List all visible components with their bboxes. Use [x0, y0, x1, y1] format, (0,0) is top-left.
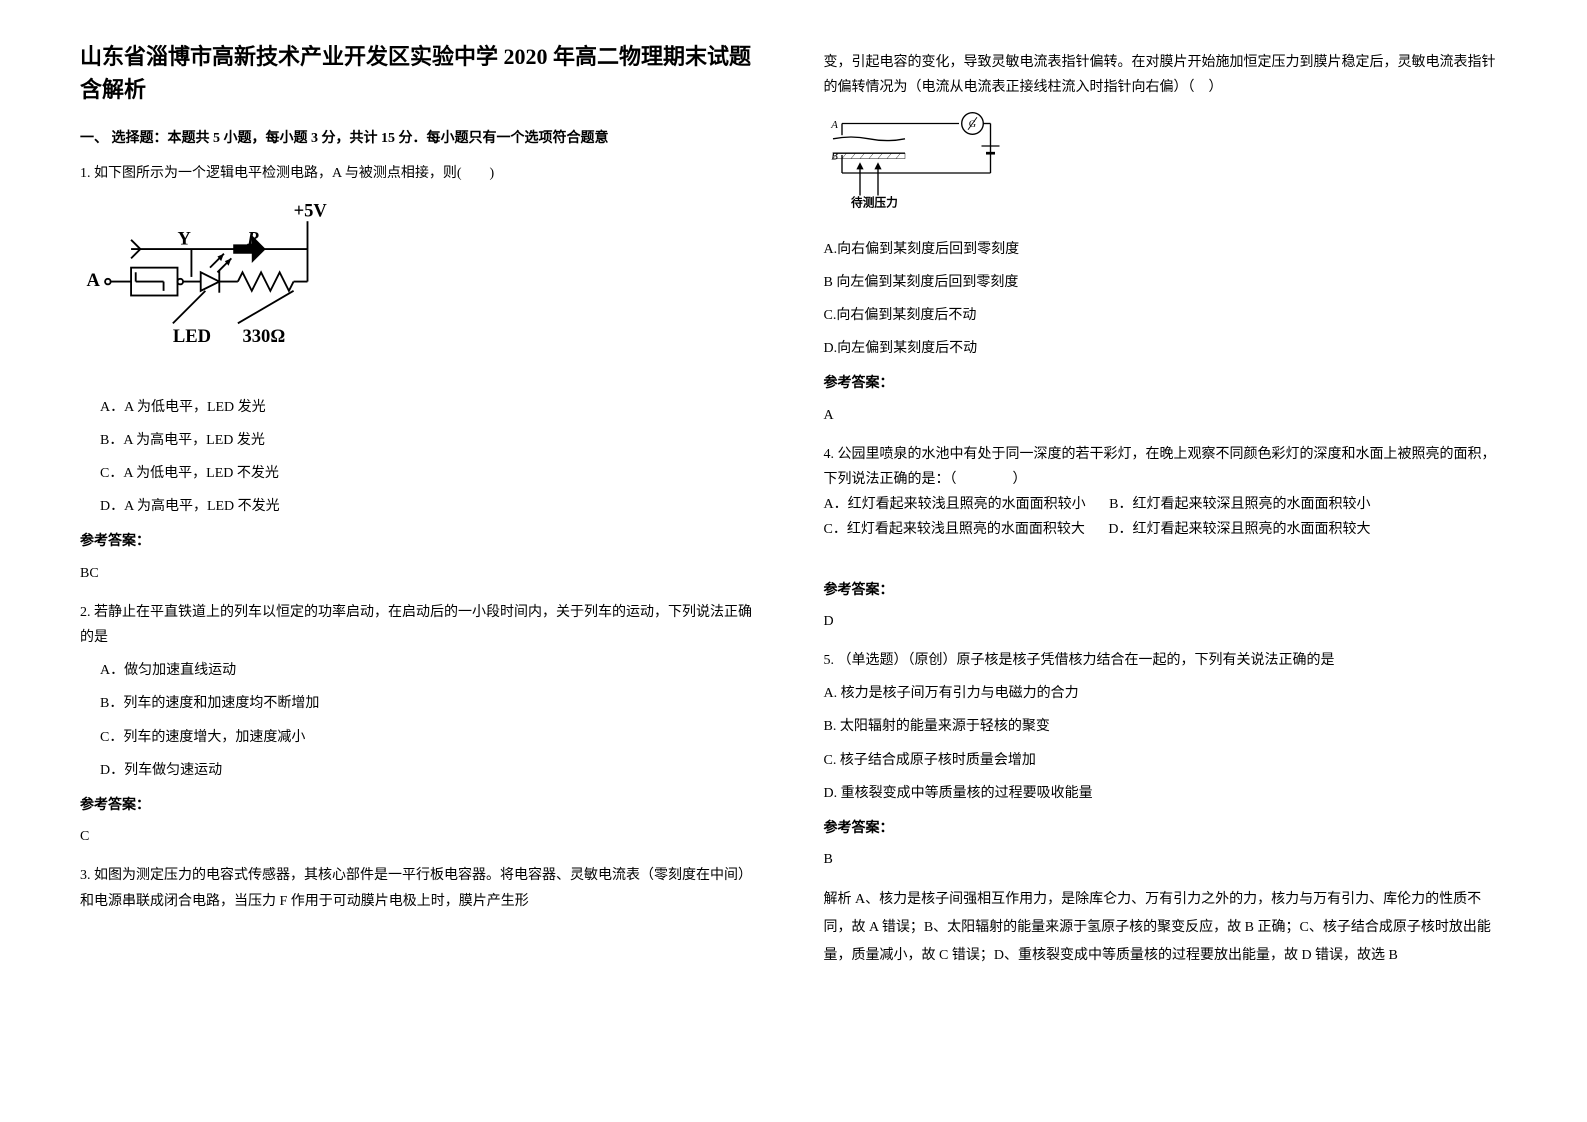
q3-option-d: D.向左偏到某刻度后不动 — [824, 336, 1508, 361]
svg-text:+5V: +5V — [294, 201, 328, 222]
q1-circuit-diagram: +5V Y R A — [80, 198, 340, 365]
svg-text:330Ω: 330Ω — [242, 326, 285, 347]
svg-text:R: R — [246, 229, 259, 250]
q1-option-a: A．A 为低电平，LED 发光 — [100, 395, 764, 420]
q1-answer-label: 参考答案： — [80, 529, 764, 554]
q5-answer: B — [824, 847, 1508, 872]
q3-circuit-diagram: A G B — [824, 110, 1004, 209]
document-title: 山东省淄博市高新技术产业开发区实验中学 2020 年高二物理期末试题含解析 — [80, 40, 764, 106]
q2-option-b: B．列车的速度和加速度均不断增加 — [100, 691, 764, 716]
q2-option-d: D．列车做匀速运动 — [100, 758, 764, 783]
svg-text:A: A — [830, 119, 838, 131]
q2-answer: C — [80, 824, 764, 849]
question-5: 5. （单选题）（原创）原子核是核子凭借核力结合在一起的，下列有关说法正确的是 … — [824, 648, 1508, 970]
q2-answer-label: 参考答案： — [80, 793, 764, 818]
svg-text:LED: LED — [173, 326, 211, 347]
q4-option-d: D．红灯看起来较深且照亮的水面面积较大 — [1108, 517, 1370, 542]
q2-option-c: C．列车的速度增大，加速度减小 — [100, 725, 764, 750]
q5-option-c: C. 核子结合成原子核时质量会增加 — [824, 748, 1508, 773]
q3-option-a: A.向右偏到某刻度后回到零刻度 — [824, 237, 1508, 262]
right-column: 变，引起电容的变化，导致灵敏电流表指针偏转。在对膜片开始施加恒定压力到膜片稳定后… — [824, 40, 1508, 980]
q4-option-a: A．红灯看起来较浅且照亮的水面面积较小 — [824, 492, 1086, 517]
q3-answer: A — [824, 403, 1508, 428]
q5-text: 5. （单选题）（原创）原子核是核子凭借核力结合在一起的，下列有关说法正确的是 — [824, 648, 1508, 673]
question-1: 1. 如下图所示为一个逻辑电平检测电路，A 与被测点相接，则( ) +5V Y … — [80, 161, 764, 586]
q5-explanation: 解析 A、核力是核子间强相互作用力，是除库仑力、万有引力之外的力，核力与万有引力… — [824, 886, 1508, 970]
question-3: 变，引起电容的变化，导致灵敏电流表指针偏转。在对膜片开始施加恒定压力到膜片稳定后… — [824, 50, 1508, 428]
q3-answer-label: 参考答案： — [824, 371, 1508, 396]
section-1-header: 一、 选择题：本题共 5 小题，每小题 3 分，共计 15 分．每小题只有一个选… — [80, 126, 764, 151]
question-2: 2. 若静止在平直铁道上的列车以恒定的功率启动，在启动后的一小段时间内，关于列车… — [80, 600, 764, 850]
q1-option-b: B．A 为高电平，LED 发光 — [100, 428, 764, 453]
q5-option-a: A. 核力是核子间万有引力与电磁力的合力 — [824, 681, 1508, 706]
svg-text:待测压力: 待测压力 — [850, 196, 898, 210]
q3-text-part1: 3. 如图为测定压力的电容式传感器，其核心部件是一平行板电容器。将电容器、灵敏电… — [80, 863, 764, 913]
q1-option-d: D．A 为高电平，LED 不发光 — [100, 494, 764, 519]
q5-option-b: B. 太阳辐射的能量来源于轻核的聚变 — [824, 714, 1508, 739]
q2-text: 2. 若静止在平直铁道上的列车以恒定的功率启动，在启动后的一小段时间内，关于列车… — [80, 600, 764, 650]
q2-option-a: A．做匀加速直线运动 — [100, 658, 764, 683]
q1-option-c: C．A 为低电平，LED 不发光 — [100, 461, 764, 486]
q5-option-d: D. 重核裂变成中等质量核的过程要吸收能量 — [824, 781, 1508, 806]
q4-answer-label: 参考答案： — [824, 578, 1508, 603]
q4-text: 4. 公园里喷泉的水池中有处于同一深度的若干彩灯，在晚上观察不同颜色彩灯的深度和… — [824, 442, 1508, 492]
q4-option-b: B．红灯看起来较深且照亮的水面面积较小 — [1109, 492, 1370, 517]
svg-text:Y: Y — [178, 229, 192, 250]
q5-answer-label: 参考答案： — [824, 816, 1508, 841]
q3-text-part2: 变，引起电容的变化，导致灵敏电流表指针偏转。在对膜片开始施加恒定压力到膜片稳定后… — [824, 50, 1508, 100]
q3-option-c: C.向右偏到某刻度后不动 — [824, 303, 1508, 328]
q4-answer: D — [824, 609, 1508, 634]
q3-option-b: B 向左偏到某刻度后回到零刻度 — [824, 270, 1508, 295]
left-column: 山东省淄博市高新技术产业开发区实验中学 2020 年高二物理期末试题含解析 一、… — [80, 40, 764, 980]
q4-option-c: C．红灯看起来较浅且照亮的水面面积较大 — [824, 517, 1085, 542]
q1-answer: BC — [80, 561, 764, 586]
svg-text:A: A — [87, 271, 101, 292]
q1-text: 1. 如下图所示为一个逻辑电平检测电路，A 与被测点相接，则( ) — [80, 161, 764, 186]
question-4: 4. 公园里喷泉的水池中有处于同一深度的若干彩灯，在晚上观察不同颜色彩灯的深度和… — [824, 442, 1508, 634]
